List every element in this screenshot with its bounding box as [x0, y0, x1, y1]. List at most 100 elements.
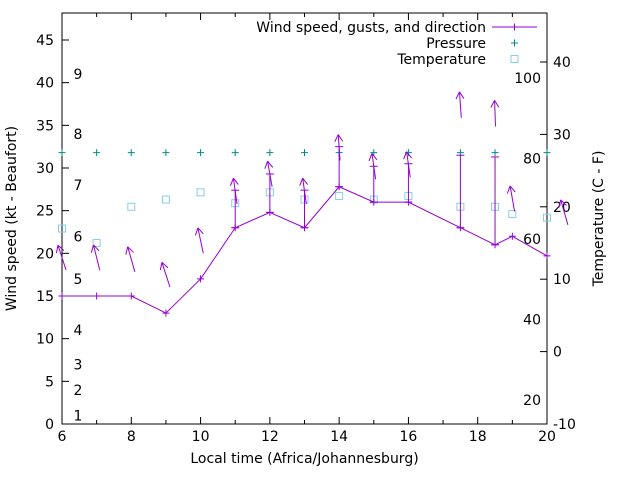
y-left-tick-label: 25: [36, 204, 54, 220]
wind-point-marker: [335, 183, 343, 191]
arrow-head-left: [455, 91, 460, 100]
arrow-shaft: [337, 134, 341, 161]
wind-direction-arrow: [264, 160, 274, 187]
beaufort-label: 9: [74, 67, 83, 83]
arrow-head-right: [459, 91, 465, 99]
celsius-tick-label: 0: [553, 345, 562, 361]
legend-sample-pressure-marker: [511, 39, 518, 47]
x-tick-label: 16: [400, 429, 418, 445]
pressure-point: [197, 149, 205, 157]
legend-sample-wind-marker: [511, 23, 518, 31]
arrow-head-left: [299, 177, 304, 186]
arrow-head-right: [93, 244, 100, 252]
beaufort-label: 8: [74, 127, 83, 143]
arrow-shaft: [509, 185, 516, 212]
wind-direction-arrow: [299, 177, 309, 204]
arrow-head-left: [125, 246, 129, 255]
arrow-head-left: [159, 262, 163, 271]
y-left-axis-title: Wind speed (kt - Beaufort): [4, 126, 20, 311]
y-left-tick-label: 35: [36, 118, 54, 134]
y-left-tick-label: 5: [45, 374, 54, 390]
wind-direction-arrow: [125, 246, 136, 272]
temperature-point: [543, 213, 551, 222]
arrow-shaft: [371, 153, 377, 180]
x-tick-label: 10: [192, 429, 210, 445]
arrow-head-right: [560, 199, 567, 206]
wind-direction-arrow: [55, 244, 67, 271]
beaufort-label: 7: [74, 178, 83, 194]
wind-point-marker: [231, 224, 239, 232]
arrow-head-left: [558, 199, 562, 208]
arrow-head-left: [334, 134, 339, 143]
arrow-head-left: [403, 151, 408, 160]
pressure-point: [93, 149, 101, 157]
arrow-head-left: [368, 153, 373, 162]
y-left-tick-label: 40: [36, 76, 54, 92]
celsius-tick-label: 20: [553, 200, 571, 216]
x-axis-title: Local time (Africa/Johannesburg): [190, 451, 418, 467]
wind-direction-arrow: [90, 244, 101, 271]
y-right-axis-title: Temperature (C - F): [591, 151, 607, 288]
celsius-tick-label: 30: [553, 127, 571, 143]
x-tick-label: 14: [330, 429, 348, 445]
arrow-shaft: [560, 199, 569, 226]
temperature-point: [508, 210, 517, 219]
arrow-shaft: [458, 91, 462, 118]
x-tick-label: 8: [127, 429, 136, 445]
pressure-point: [231, 149, 239, 157]
pressure-point: [266, 149, 274, 157]
wind-direction-arrow: [506, 185, 516, 212]
temperature-point: [196, 188, 205, 197]
arrow-shaft: [93, 244, 101, 271]
legend-label-wind: Wind speed, gusts, and direction: [256, 20, 486, 36]
wind-point-marker: [404, 198, 412, 206]
arrow-head-left: [490, 100, 496, 108]
y-left-tick-label: 15: [36, 289, 54, 305]
arrow-shaft: [232, 178, 238, 204]
fahrenheit-label: 80: [523, 152, 541, 168]
wind-direction-arrow: [159, 261, 171, 288]
temperature-point: [92, 239, 101, 247]
y-left-tick-label: 0: [45, 417, 54, 433]
celsius-tick-label: 10: [553, 272, 571, 288]
x-tick-label: 12: [261, 429, 279, 445]
arrow-shaft: [302, 178, 307, 204]
y-left-tick-label: 20: [36, 246, 54, 262]
wind-direction-arrow: [558, 199, 569, 226]
arrow-shaft: [161, 262, 171, 288]
x-tick-label: 20: [538, 429, 556, 445]
wind-direction-arrow: [229, 177, 239, 204]
arrow-head-right: [371, 153, 378, 161]
y-left-tick-label: 10: [36, 332, 54, 348]
arrow-head-right: [302, 177, 309, 185]
wind-point-marker: [456, 224, 464, 232]
arrow-head-left: [506, 185, 511, 194]
wind-point-marker: [266, 208, 274, 216]
beaufort-label: 5: [74, 272, 83, 288]
arrow-head-right: [127, 246, 134, 253]
x-tick-label: 6: [58, 429, 67, 445]
legend-label-pressure: Pressure: [426, 36, 486, 52]
wind-direction-arrow: [490, 100, 500, 127]
fahrenheit-label: 60: [523, 232, 541, 248]
beaufort-label: 2: [74, 383, 83, 399]
arrow-head-left: [229, 177, 234, 186]
arrow-shaft: [197, 227, 204, 254]
wind-point-marker: [370, 198, 378, 206]
beaufort-label: 3: [74, 357, 83, 373]
beaufort-label: 1: [74, 408, 83, 424]
x-tick-label: 18: [469, 429, 487, 445]
arrow-head-left: [194, 227, 199, 236]
arrow-head-left: [264, 161, 269, 169]
legend-label-temperature: Temperature: [396, 52, 486, 68]
arrow-shaft: [127, 246, 136, 272]
wind-direction-arrow: [194, 227, 204, 254]
arrow-head-right: [494, 100, 500, 108]
arrow-shaft: [494, 100, 496, 127]
arrow-head-right: [406, 151, 412, 159]
temperature-point: [127, 202, 136, 211]
wind-point-marker: [93, 292, 101, 300]
arrow-head-right: [509, 185, 516, 193]
legend-sample-temperature-marker: [510, 55, 519, 63]
